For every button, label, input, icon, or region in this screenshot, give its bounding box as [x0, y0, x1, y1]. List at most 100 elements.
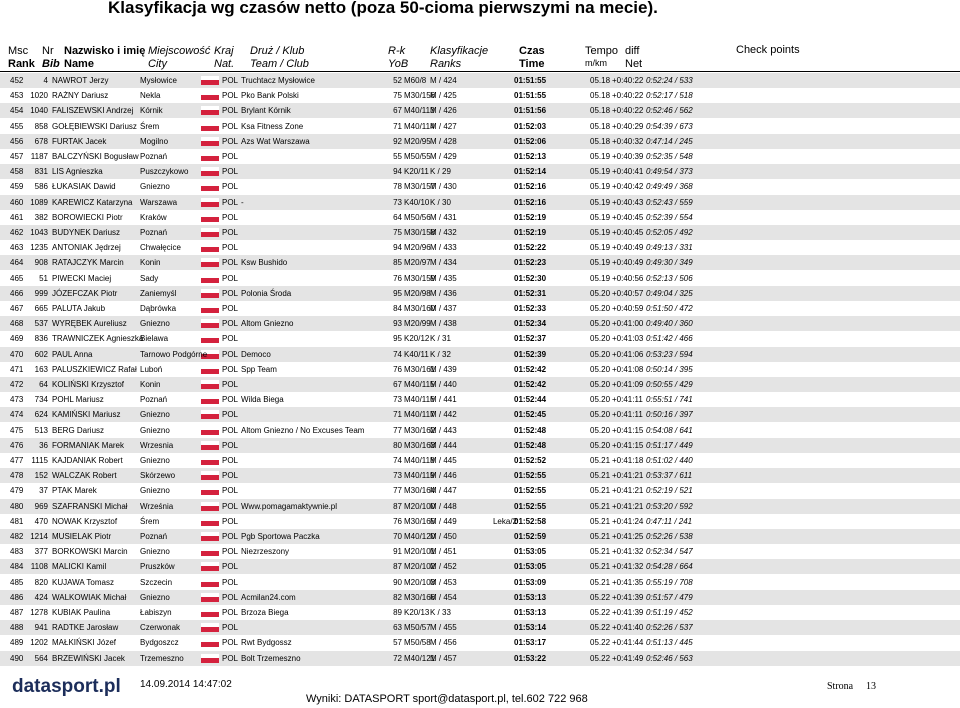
column-header-en: Ranks	[430, 58, 462, 70]
net-cell: 0:52:26 / 537	[646, 623, 693, 633]
name-cell: JÓZEFCZAK Piotr	[52, 288, 118, 298]
net-cell: 0:51:42 / 466	[646, 334, 693, 344]
bib-cell: 1043	[30, 228, 48, 237]
table-row: 471 163 PALUSZKIEWICZ Rafał Luboń POL Spp Tea…	[0, 362, 960, 377]
flag	[201, 410, 219, 420]
diff-cell: +0:40:45	[612, 212, 644, 222]
city-cell: Gniezno	[140, 425, 170, 435]
age-class-cell: M20/101	[404, 547, 436, 557]
net-cell: 0:49:49 / 368	[646, 182, 693, 192]
time-cell: 01:52:55	[514, 471, 547, 481]
diff-cell: +0:40:41	[612, 167, 644, 177]
class-cell: M / 430	[430, 182, 457, 192]
city-cell: Poznań	[140, 228, 168, 237]
city-cell: Sady	[140, 273, 159, 283]
flag	[201, 273, 219, 283]
age-class-cell: M20/99	[404, 319, 431, 329]
column-header: Msc	[8, 45, 29, 57]
city-cell: Szczecin	[140, 577, 173, 587]
bib-cell: 602	[34, 349, 48, 359]
name-cell: PIWECKI Maciej	[52, 273, 112, 283]
nat-cell: POL	[222, 623, 239, 633]
yob-cell: 89	[393, 608, 402, 617]
flag	[201, 577, 219, 587]
age-class-cell: M20/97	[404, 258, 431, 268]
flag	[201, 653, 219, 663]
bib-cell: 4	[43, 76, 48, 85]
table-row: 455 858 GOŁĘBIEWSKI Dariusz Śrem POL Ksa Fitn…	[0, 119, 960, 134]
class-cell: K / 33	[430, 608, 451, 617]
name-cell: RAŻNY Dariusz	[52, 91, 109, 101]
city-cell: Wrzesnia	[140, 440, 174, 450]
net-cell: 0:51:19 / 452	[646, 608, 693, 617]
name-cell: NAWROT Jerzy	[52, 76, 109, 85]
column-header: Kraj	[214, 45, 234, 57]
tempo-cell: 05.19	[590, 197, 611, 207]
yob-cell: 67	[393, 106, 402, 116]
age-class-cell: M30/163	[404, 440, 436, 450]
time-cell: 01:52:42	[514, 364, 547, 374]
city-cell: Poznań	[140, 395, 168, 405]
yob-cell: 73	[393, 471, 402, 481]
name-cell: PAUL Anna	[52, 349, 93, 359]
city-cell: Poznań	[140, 532, 168, 541]
city-cell: Gniezno	[140, 486, 170, 496]
table-row: 467 665 PALUTA Jakub Dąbrówka POL 84 M30/160 M …	[0, 301, 960, 316]
nat-cell: POL	[222, 516, 239, 526]
time-cell: 01:52:30	[514, 273, 547, 283]
diff-cell: +0:40:42	[612, 182, 644, 192]
name-cell: SZAFRANSKI Michał	[52, 501, 128, 511]
yob-cell: 72	[393, 653, 402, 663]
class-cell: M / 449	[430, 516, 457, 526]
table-row: 476 36 FORMANIAK Marek Wrzesnia POL 80 M30/163…	[0, 437, 960, 453]
name-cell: TRAWNICZEK Agnieszka	[52, 334, 144, 344]
net-cell: 0:52:39 / 554	[646, 212, 693, 222]
rank-cell: 465	[10, 273, 24, 283]
rank-cell: 482	[10, 532, 24, 541]
time-cell: 01:51:55	[514, 76, 547, 85]
bib-cell: 1115	[31, 456, 48, 465]
yob-cell: 95	[393, 288, 402, 298]
city-cell: Gniezno	[140, 456, 170, 465]
flag	[201, 380, 219, 389]
page-number: 13	[866, 681, 876, 692]
yob-cell: 67	[393, 380, 402, 389]
rank-cell: 467	[10, 304, 24, 313]
name-cell: FURTAK Jacek	[52, 136, 107, 146]
time-cell: 01:52:16	[514, 197, 547, 207]
column-header-en: Nat.	[214, 58, 235, 70]
tempo-cell: 05.20	[590, 319, 611, 329]
yob-cell: 91	[393, 547, 402, 557]
team-cell: Altom Gniezno	[241, 319, 294, 329]
tempo-cell: 05.20	[590, 334, 611, 344]
flag	[201, 319, 219, 329]
name-cell: RADTKE Jarosław	[52, 623, 119, 633]
team-cell: Acmilan24.com	[241, 592, 296, 602]
table-row: 472 64 KOLIŃSKI Krzysztof Konin POL 67 M40/115…	[0, 377, 960, 392]
diff-cell: +0:41:39	[612, 592, 644, 602]
bib-cell: 1108	[30, 562, 48, 572]
class-cell: M / 431	[430, 212, 457, 222]
table-row: 474 624 KAMIŃSKI Mariusz Gniezno POL 71 M40/11…	[0, 407, 960, 423]
nat-cell: POL	[222, 121, 239, 131]
team-cell: Polonia Środa	[241, 288, 292, 298]
city-cell: Dąbrówka	[140, 304, 177, 313]
time-cell: 01:52:48	[514, 425, 547, 435]
tempo-cell: 05.22	[590, 638, 611, 648]
name-cell: POHL Mariusz	[52, 395, 104, 405]
table-row: 469 836 TRAWNICZEK Agnieszka Bielawa POL 95 K2…	[0, 331, 960, 346]
class-cell: M / 442	[430, 410, 457, 420]
net-cell: 0:52:19 / 521	[646, 486, 693, 496]
age-class-cell: M40/117	[404, 410, 435, 420]
city-cell: Puszczykowo	[140, 167, 189, 177]
tempo-cell: 05.21	[590, 456, 611, 465]
age-class-cell: M20/103	[404, 577, 436, 587]
name-cell: GOŁĘBIEWSKI Dariusz	[52, 121, 137, 131]
rank-cell: 483	[10, 547, 24, 557]
tempo-cell: 05.22	[590, 608, 611, 617]
nat-cell: POL	[222, 212, 239, 222]
yob-cell: 87	[393, 501, 402, 511]
table-row: 475 513 BERG Dariusz Gniezno POL Altom Gniezn…	[0, 423, 960, 438]
flag	[201, 425, 219, 435]
diff-cell: +0:40:22	[612, 76, 644, 85]
